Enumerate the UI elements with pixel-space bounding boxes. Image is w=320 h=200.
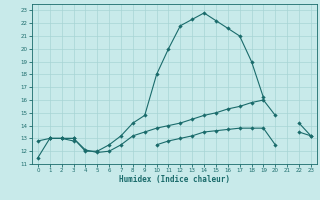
X-axis label: Humidex (Indice chaleur): Humidex (Indice chaleur) <box>119 175 230 184</box>
